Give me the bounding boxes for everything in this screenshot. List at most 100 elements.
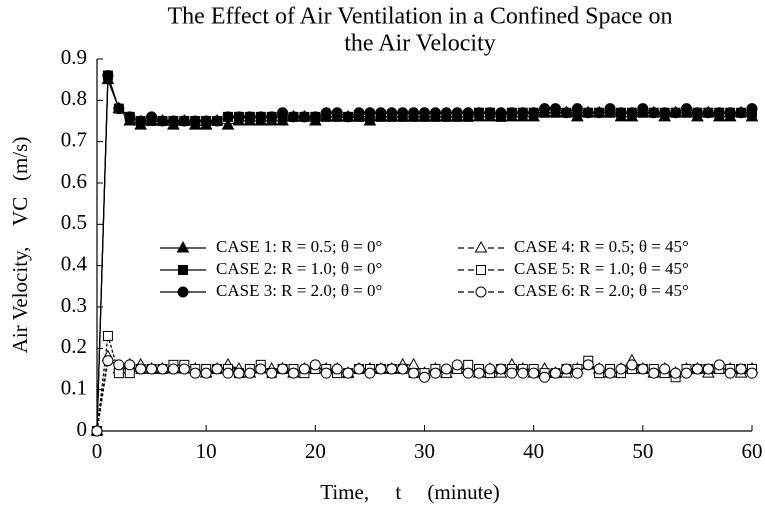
data-point bbox=[735, 107, 747, 119]
data-point bbox=[397, 107, 409, 119]
data-point bbox=[386, 363, 398, 375]
data-point bbox=[102, 330, 113, 341]
legend-marker bbox=[176, 240, 190, 253]
data-point bbox=[397, 363, 409, 375]
data-point bbox=[724, 107, 736, 119]
data-point bbox=[364, 367, 376, 379]
data-point bbox=[124, 359, 136, 371]
data-point bbox=[331, 107, 343, 119]
data-point bbox=[408, 367, 420, 379]
data-point bbox=[746, 367, 758, 379]
legend-label: CASE 1: R = 0.5; θ = 0° bbox=[216, 237, 382, 256]
data-point bbox=[451, 359, 463, 371]
data-point bbox=[178, 115, 190, 127]
data-point bbox=[386, 107, 398, 119]
data-point bbox=[429, 107, 441, 119]
data-point bbox=[604, 367, 616, 379]
data-point bbox=[593, 107, 605, 119]
data-point bbox=[222, 367, 234, 379]
data-point bbox=[451, 107, 463, 119]
data-point bbox=[113, 359, 125, 371]
data-point bbox=[615, 107, 627, 119]
x-tick-label: 10 bbox=[196, 439, 217, 463]
data-point bbox=[342, 111, 354, 123]
data-point bbox=[419, 371, 430, 383]
data-point bbox=[309, 111, 321, 123]
data-point bbox=[407, 357, 420, 370]
data-point bbox=[539, 103, 551, 115]
y-tick-label: 0.9 bbox=[61, 45, 87, 69]
data-point bbox=[113, 103, 125, 115]
data-point bbox=[691, 107, 703, 119]
data-point bbox=[429, 367, 441, 379]
x-axis-label: Time, t (minute) bbox=[320, 480, 499, 504]
y-tick-label: 0.4 bbox=[61, 251, 88, 275]
data-point bbox=[550, 367, 561, 379]
data-point bbox=[539, 371, 551, 383]
data-point bbox=[320, 367, 332, 379]
data-point bbox=[702, 363, 714, 375]
data-point bbox=[353, 363, 365, 375]
data-point bbox=[582, 107, 594, 119]
data-point bbox=[550, 103, 561, 115]
y-tick-label: 0.5 bbox=[61, 210, 87, 234]
data-point bbox=[484, 363, 496, 375]
data-point bbox=[222, 111, 234, 123]
data-point bbox=[364, 107, 376, 119]
legend-label: CASE 4: R = 0.5; θ = 45° bbox=[514, 237, 689, 256]
data-point bbox=[517, 107, 529, 119]
data-point bbox=[189, 367, 201, 379]
data-point bbox=[233, 111, 245, 123]
data-point bbox=[571, 367, 583, 379]
data-point bbox=[615, 363, 627, 375]
data-point bbox=[648, 107, 660, 119]
data-point bbox=[626, 359, 638, 371]
data-point bbox=[670, 367, 682, 379]
data-point bbox=[135, 363, 147, 375]
data-point bbox=[659, 363, 671, 375]
data-point bbox=[309, 359, 321, 371]
data-point bbox=[331, 363, 343, 375]
data-point bbox=[157, 115, 168, 127]
data-point bbox=[681, 103, 692, 115]
y-tick-label: 0.2 bbox=[61, 334, 87, 358]
data-point bbox=[146, 111, 158, 123]
data-point bbox=[528, 107, 540, 119]
data-point bbox=[484, 107, 496, 119]
y-tick-label: 0 bbox=[77, 417, 88, 441]
data-point bbox=[167, 115, 179, 127]
data-point bbox=[495, 363, 507, 375]
data-point bbox=[375, 107, 387, 119]
x-tick-label: 0 bbox=[92, 439, 103, 463]
data-point bbox=[298, 111, 310, 123]
data-point bbox=[211, 363, 223, 375]
data-point bbox=[746, 103, 758, 115]
legend-label: CASE 5: R = 1.0; θ = 45° bbox=[514, 259, 689, 278]
legend-marker bbox=[475, 286, 487, 298]
data-point bbox=[571, 103, 583, 115]
data-point bbox=[702, 107, 714, 119]
data-point bbox=[408, 107, 420, 119]
data-point bbox=[593, 363, 605, 375]
data-point bbox=[713, 107, 725, 119]
data-point bbox=[506, 367, 518, 379]
data-point bbox=[342, 367, 354, 379]
data-point bbox=[462, 107, 474, 119]
data-point bbox=[440, 107, 452, 119]
data-point bbox=[670, 107, 682, 119]
data-point bbox=[200, 115, 212, 127]
data-point bbox=[277, 363, 289, 375]
series-line bbox=[96, 335, 752, 432]
data-point bbox=[255, 111, 267, 123]
legend-label: CASE 6: R = 2.0; θ = 45° bbox=[514, 281, 689, 300]
chart-title: The Effect of Air Ventilation in a Confi… bbox=[168, 4, 673, 30]
data-point bbox=[528, 367, 540, 379]
data-point bbox=[495, 107, 507, 119]
data-point bbox=[681, 367, 692, 379]
data-point bbox=[517, 367, 529, 379]
y-axis-label: Air Velocity, VC (m/s) bbox=[8, 137, 32, 354]
data-point bbox=[221, 118, 235, 130]
data-point bbox=[288, 367, 299, 379]
data-point bbox=[462, 367, 474, 379]
x-tick-label: 30 bbox=[414, 439, 435, 463]
